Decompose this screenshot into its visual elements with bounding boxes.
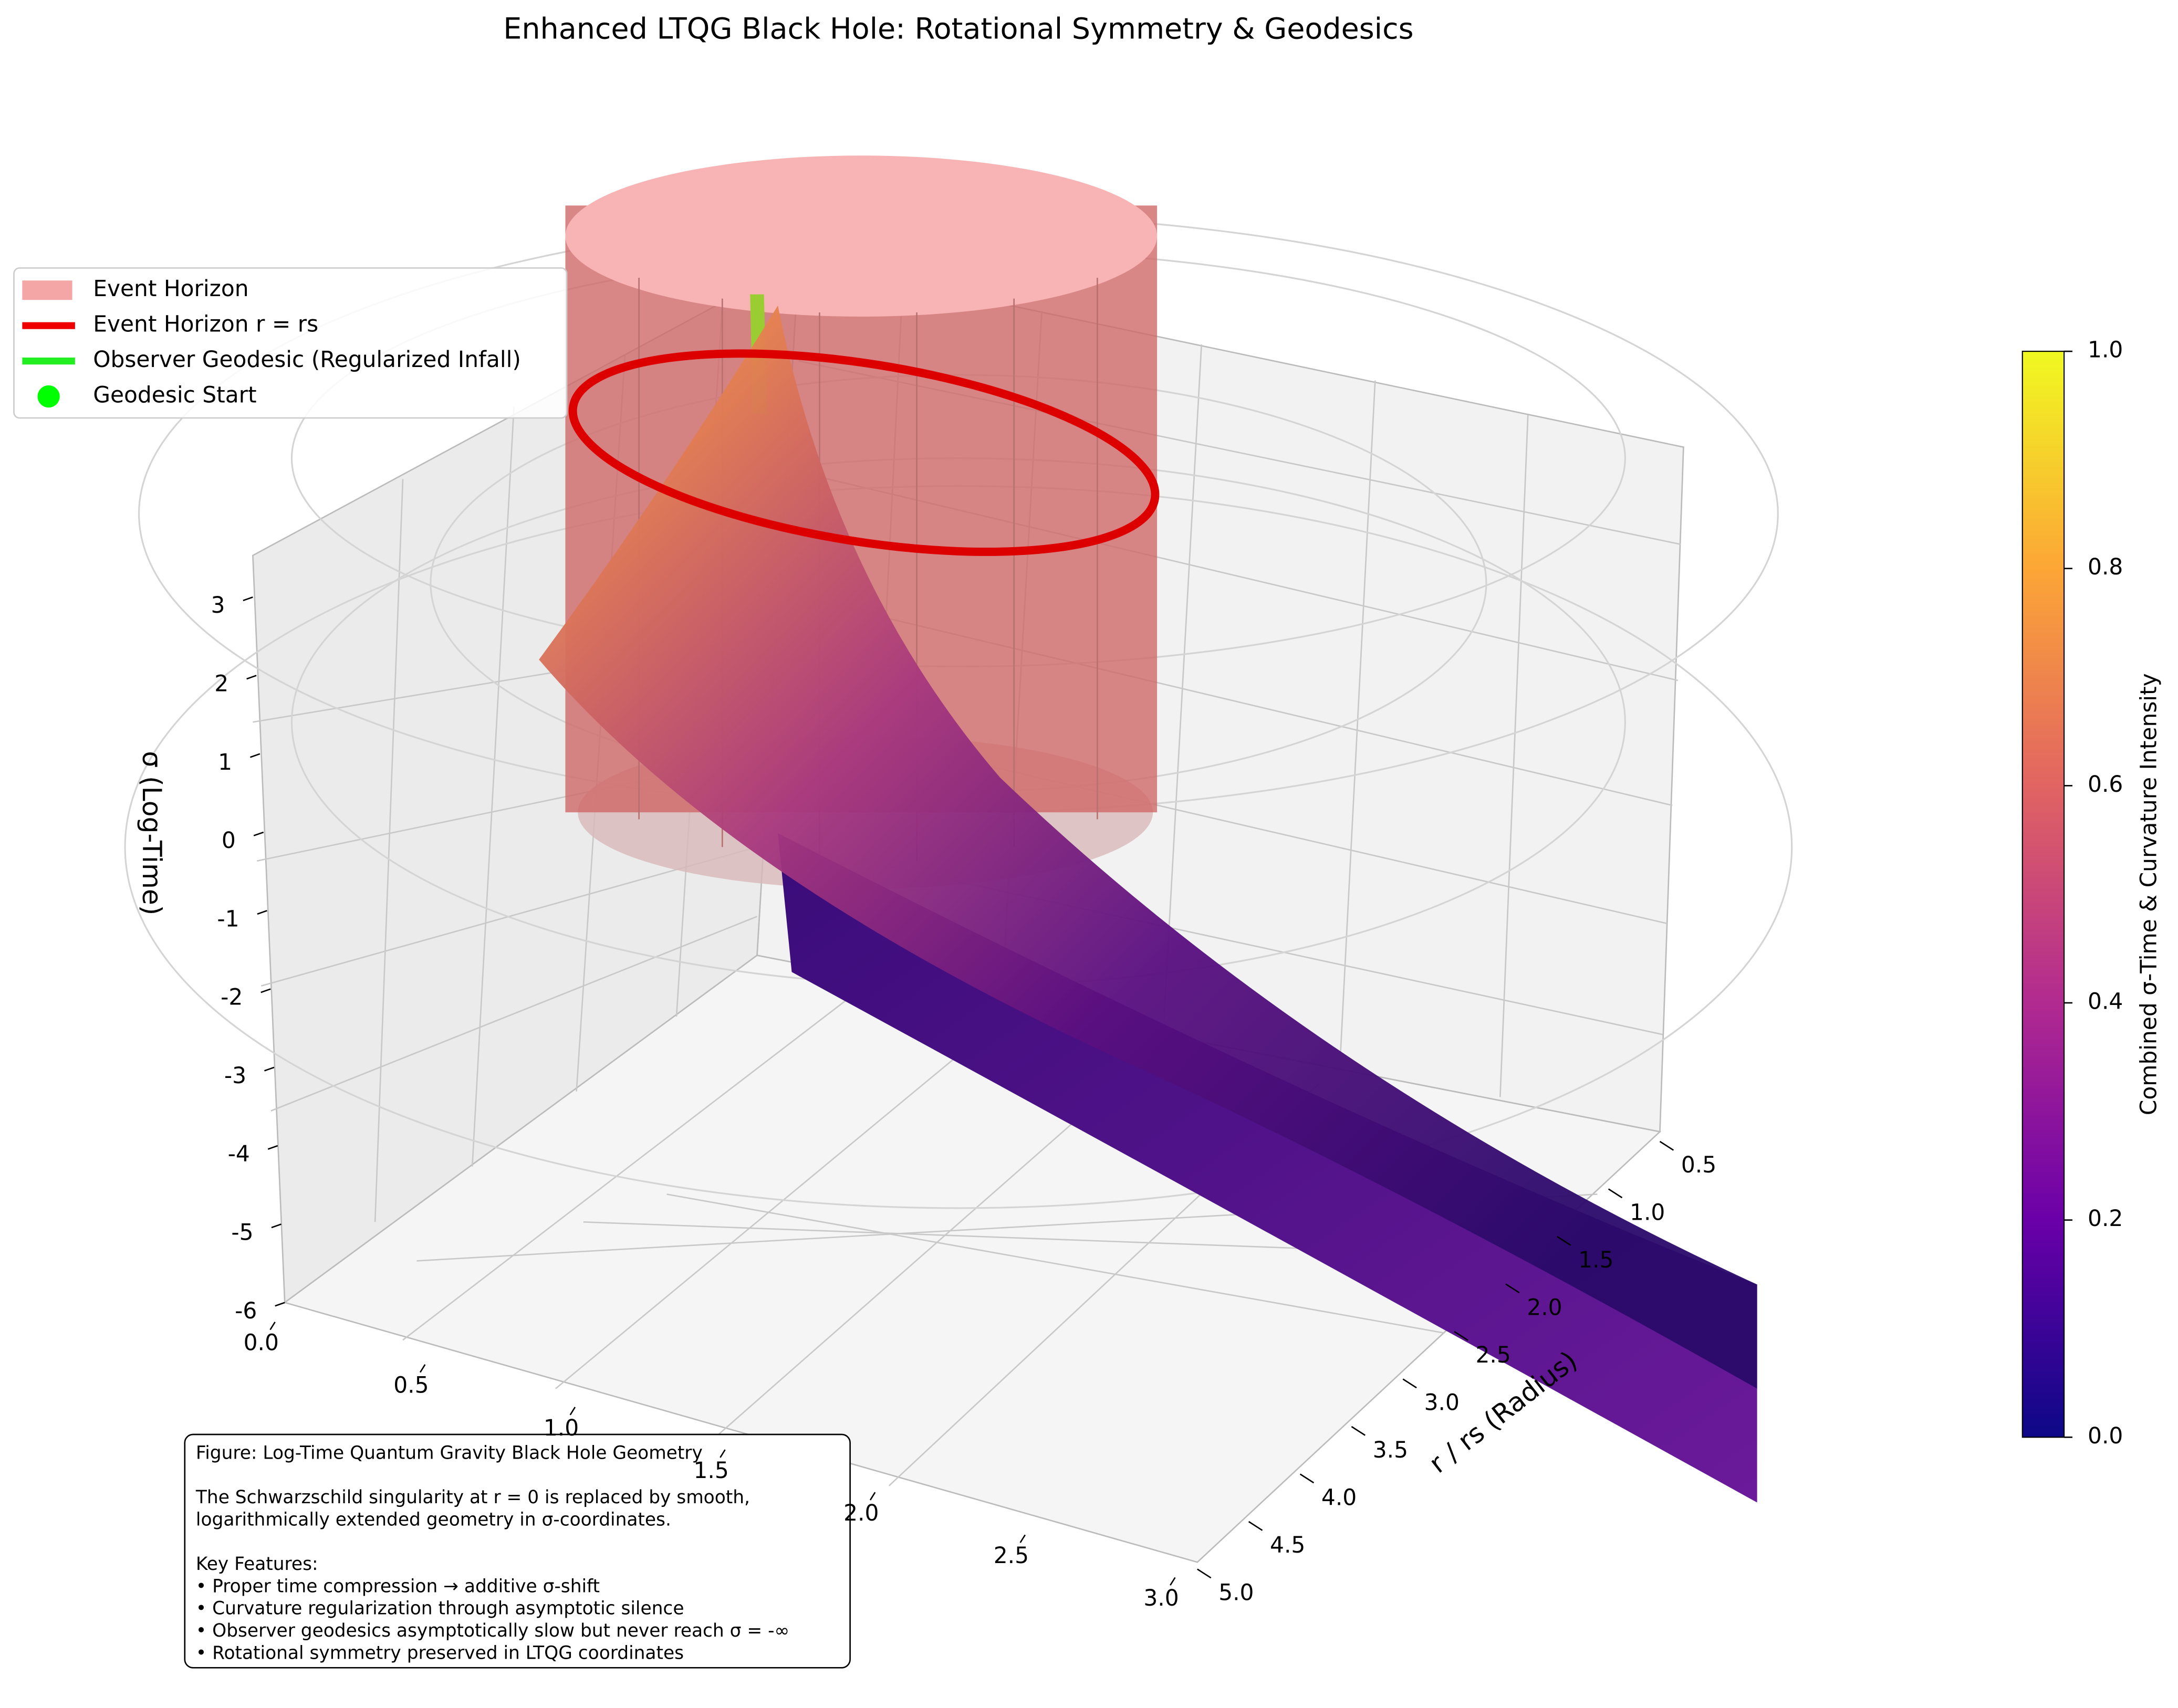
y-tick	[1351, 1426, 1366, 1436]
x-tick	[419, 1364, 426, 1373]
x-tick	[1170, 1577, 1176, 1586]
z-tick-label: 2	[214, 671, 228, 697]
y-tick	[1299, 1473, 1315, 1484]
z-tick	[271, 1223, 282, 1229]
y-tick-label: 4.5	[1270, 1532, 1305, 1558]
z-tick-label: -5	[231, 1219, 253, 1245]
annotation-text: • Observer geodesics asymptotically slow…	[196, 1620, 789, 1641]
z-tick-label: 0	[222, 827, 236, 853]
y-tick	[1248, 1521, 1263, 1531]
colorbar-tick-label: 0.0	[2088, 1423, 2123, 1449]
y-tick	[1557, 1235, 1571, 1246]
z-tick-label: 1	[218, 749, 232, 775]
y-tick-label: 1.5	[1578, 1247, 1613, 1273]
legend-label: Geodesic Start	[93, 382, 256, 408]
colorbar	[2021, 351, 2065, 1438]
x-tick-label: 0.0	[244, 1330, 279, 1356]
legend-label: Event Horizon r = rs	[93, 311, 318, 337]
x-tick-label: 1.5	[693, 1458, 728, 1483]
x-tick-label: 0.5	[393, 1372, 429, 1398]
annotation-text: logarithmically extended geometry in σ-c…	[196, 1509, 671, 1530]
z-tick-label: -4	[228, 1141, 250, 1167]
colorbar-tick-label: 0.8	[2088, 554, 2123, 580]
colorbar-label: Combined σ-Time & Curvature Intensity	[2136, 673, 2162, 1115]
legend-dot	[37, 385, 60, 408]
colorbar-tick-label: 0.6	[2088, 771, 2123, 797]
x-tick-label: 2.5	[994, 1543, 1029, 1568]
legend-label: Observer Geodesic (Regularized Infall)	[93, 347, 521, 372]
y-tick-label: 5.0	[1218, 1580, 1254, 1606]
y-tick	[1454, 1330, 1468, 1341]
y-tick-label: 2.5	[1475, 1342, 1510, 1368]
annotation-text: • Proper time compression → additive σ-s…	[196, 1576, 600, 1597]
y-tick-label: 0.5	[1681, 1152, 1716, 1178]
y-tick-label: 3.5	[1373, 1437, 1408, 1463]
z-tick	[253, 831, 264, 836]
z-tick-label: -3	[224, 1063, 246, 1088]
legend-label: Event Horizon	[93, 276, 248, 301]
y-tick	[1608, 1188, 1623, 1199]
colorbar-tick-label: 0.4	[2088, 989, 2123, 1014]
annotation-text: • Curvature regularization through asymp…	[196, 1598, 684, 1619]
y-tick-label: 2.0	[1527, 1295, 1562, 1321]
z-tick	[243, 596, 253, 601]
x-tick	[1019, 1534, 1026, 1543]
z-tick-label: -1	[217, 906, 239, 931]
annotation-text: • Rotational symmetry preserved in LTQG …	[196, 1642, 684, 1663]
z-tick-label: -2	[221, 984, 243, 1010]
annotation-text: The Schwarzschild singularity at r = 0 i…	[195, 1487, 750, 1508]
z-tick	[246, 675, 257, 680]
y-tick	[1402, 1378, 1417, 1389]
annotation-text: Figure: Log-Time Quantum Gravity Black H…	[196, 1443, 703, 1464]
y-tick-label: 3.0	[1424, 1390, 1460, 1416]
x-tick-label: 1.0	[544, 1415, 579, 1441]
colorbar-tick-label: 1.0	[2088, 337, 2123, 363]
x-tick	[569, 1407, 576, 1416]
z-tick-label: 3	[211, 592, 225, 618]
annotation-text: Key Features:	[196, 1554, 318, 1575]
horizon-ring	[568, 349, 1160, 556]
x-tick-label: 3.0	[1143, 1585, 1179, 1611]
x-tick	[869, 1492, 876, 1501]
z-tick	[275, 1302, 285, 1307]
x-tick	[269, 1322, 276, 1330]
z-tick	[260, 988, 271, 993]
y-tick-label: 4.0	[1321, 1485, 1357, 1511]
z-tick	[264, 1066, 275, 1072]
surface	[539, 305, 1757, 1389]
colorbar-tick-label: 0.2	[2088, 1206, 2123, 1231]
y-tick	[1197, 1568, 1212, 1579]
annotation-box: Figure: Log-Time Quantum Gravity Black H…	[184, 1433, 851, 1669]
z-axis-label: σ (Log-Time)	[137, 751, 168, 915]
legend: Event Horizon Event Horizon r = rs Observe…	[13, 267, 568, 419]
z-tick	[267, 1145, 278, 1150]
chart-title: Enhanced LTQG Black Hole: Rotational Sym…	[503, 12, 1413, 46]
x-tick	[720, 1449, 726, 1458]
z-tick	[257, 910, 267, 915]
y-tick-label: 1.0	[1630, 1200, 1665, 1225]
y-tick	[1505, 1283, 1520, 1294]
y-tick	[1659, 1140, 1674, 1151]
z-tick	[249, 753, 260, 758]
z-tick-label: -6	[235, 1298, 257, 1324]
legend-patch	[22, 280, 72, 300]
x-tick-label: 2.0	[843, 1500, 879, 1526]
